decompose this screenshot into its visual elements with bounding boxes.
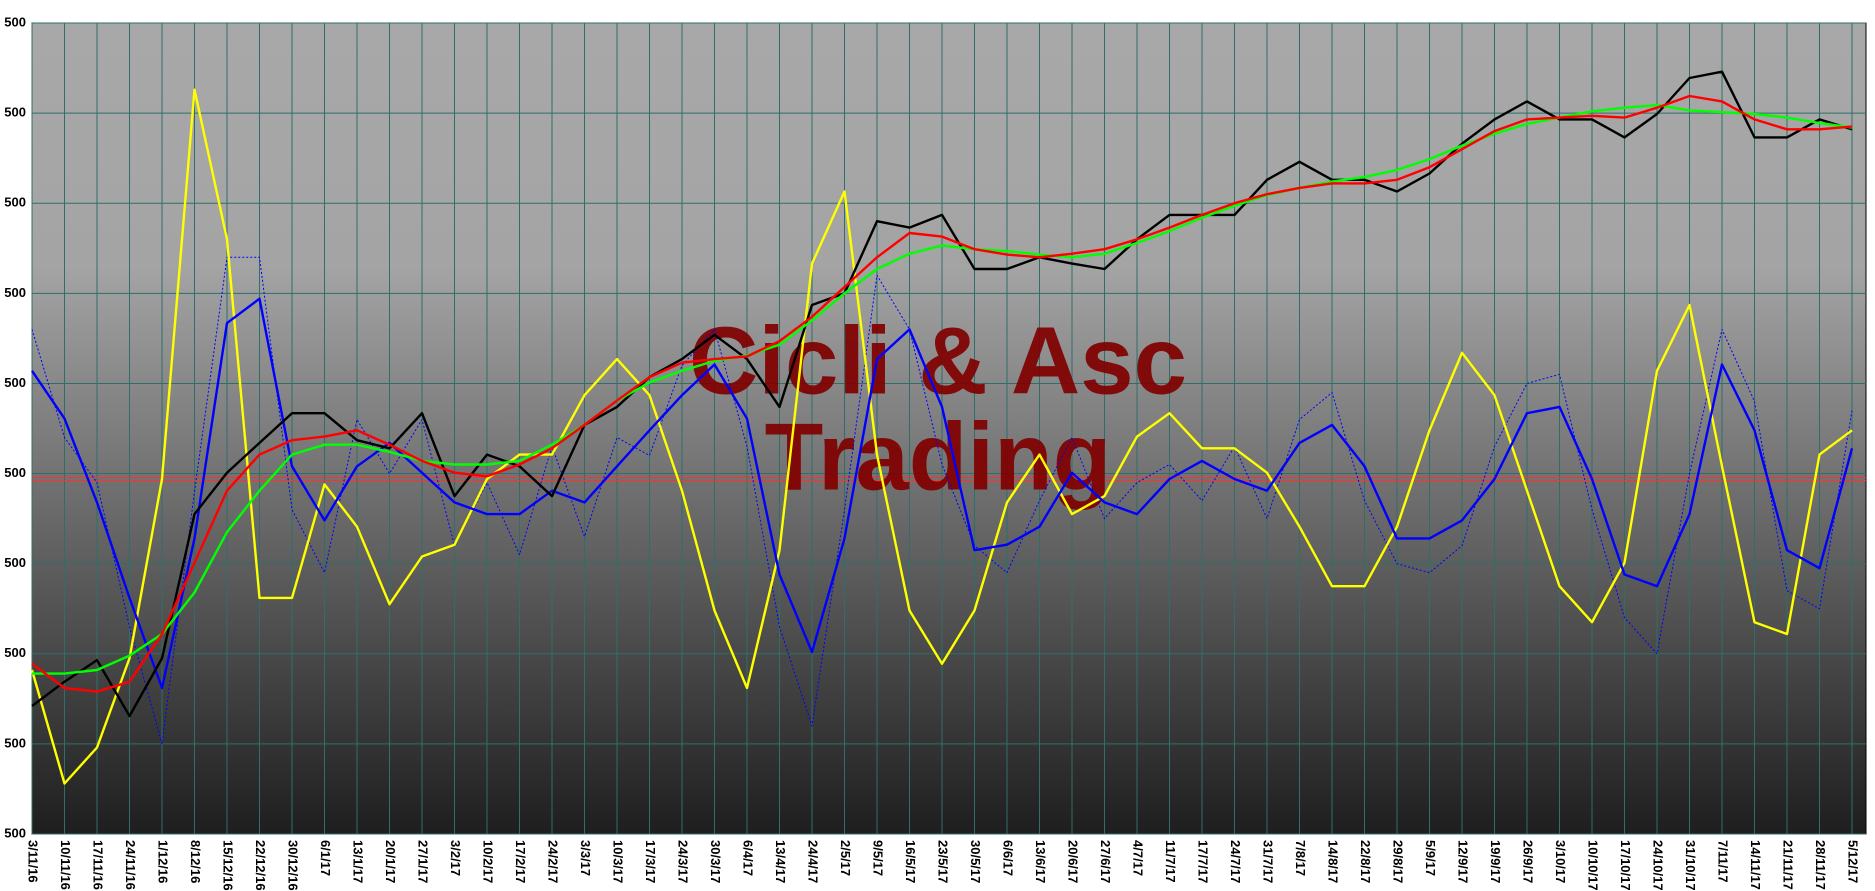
x-tick-label: 27/1/17 [416,840,431,883]
x-tick-label: 26/9/17 [1521,840,1536,883]
x-tick-label: 3/10/17 [1553,840,1568,883]
x-tick-label: 12/9/17 [1456,840,1471,883]
x-tick-label: 31/10/17 [1683,840,1698,891]
y-tick-label: 500 [4,285,26,300]
x-tick-label: 7/11/17 [1716,840,1731,883]
x-tick-label: 17/11/16 [91,840,106,890]
x-tick-label: 5/12/17 [1846,840,1861,883]
plot-area [31,22,1867,835]
x-tick-label: 3/3/17 [578,840,593,876]
x-tick-label: 22/12/16 [253,840,268,891]
x-tick-label: 23/5/17 [936,840,951,883]
x-tick-label: 10/2/17 [481,840,496,883]
x-tick-label: 30/3/17 [708,840,723,883]
x-tick-label: 14/8/17 [1326,840,1341,883]
x-tick-label: 24/11/16 [123,840,138,890]
x-tick-label: 17/2/17 [513,840,528,883]
series-line [32,103,1853,675]
x-tick-label: 30/12/16 [286,840,301,891]
x-tick-label: 3/11/16 [26,840,41,883]
x-tick-label: 24/3/17 [676,840,691,883]
x-tick-label: 22/8/17 [1358,840,1373,883]
y-tick-label: 500 [4,645,26,660]
x-tick-label: 17/7/17 [1196,840,1211,883]
series-line [31,70,1853,718]
x-tick-label: 2/5/17 [838,840,853,876]
x-tick-label: 7/8/17 [1293,840,1308,876]
x-tick-label: 15/12/16 [221,840,236,891]
y-tick-label: 500 [4,735,26,750]
x-tick-label: 20/6/17 [1066,840,1081,883]
x-tick-label: 17/10/17 [1618,840,1633,891]
x-tick-label: 6/4/17 [741,840,756,876]
x-tick-label: 11/7/17 [1163,840,1178,883]
x-tick-label: 6/1/17 [318,840,333,876]
x-tick-label: 8/12/16 [188,840,203,883]
x-tick-label: 16/5/17 [903,840,918,883]
x-tick-label: 24/10/17 [1651,840,1666,891]
watermark: Trading [765,403,1112,510]
x-tick-label: 17/3/17 [643,840,658,883]
x-tick-label: 29/8/17 [1391,840,1406,883]
series-line [30,88,1853,785]
x-tick-label: 13/6/17 [1033,840,1048,883]
x-tick-label: 20/1/17 [383,840,398,883]
y-tick-label: 500 [4,195,26,210]
x-tick-label: 13/1/17 [351,840,366,883]
y-tick-label: 500 [4,555,26,570]
x-tick-label: 9/5/17 [871,840,886,876]
x-tick-label: 28/11/17 [1813,840,1828,890]
x-tick-label: 10/11/16 [58,840,73,890]
x-tick-label: 27/6/17 [1098,840,1113,883]
y-tick-label: 500 [4,465,26,480]
x-tick-label: 24/2/17 [546,840,561,883]
y-tick-label: 500 [4,375,26,390]
x-tick-label: 13/4/17 [773,840,788,883]
x-tick-label: 6/6/17 [1001,840,1016,876]
y-tick-label: 500 [4,825,26,840]
x-tick-label: 14/11/17 [1748,840,1763,890]
x-tick-label: 5/9/17 [1423,840,1438,876]
x-tick-label: 30/5/17 [968,840,983,883]
x-tick-label: 19/9/17 [1488,840,1503,883]
x-tick-label: 4/7/17 [1131,840,1146,876]
x-tick-label: 10/10/17 [1586,840,1601,891]
x-tick-label: 24/7/17 [1228,840,1243,883]
series-line [31,297,1854,690]
x-tick-label: 31/7/17 [1261,840,1276,883]
x-tick-label: 21/11/17 [1781,840,1796,890]
y-tick-label: 500 [4,105,26,120]
x-tick-label: 10/3/17 [611,840,626,883]
x-tick-label: 24/4/17 [806,840,821,883]
y-tick-label: 500 [4,14,26,29]
x-tick-label: 3/2/17 [448,840,463,876]
series-line [31,94,1853,693]
x-tick-label: 1/12/16 [156,840,171,883]
